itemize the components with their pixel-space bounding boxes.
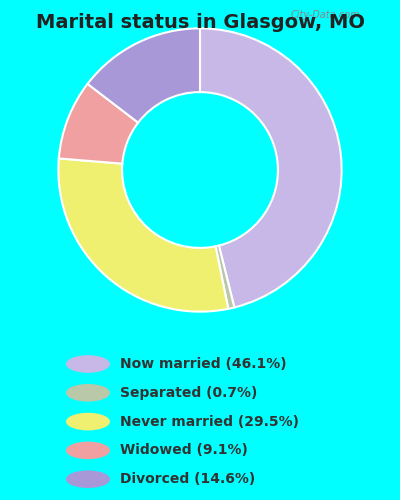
Text: Never married (29.5%): Never married (29.5%) [120, 414, 299, 428]
Circle shape [66, 355, 110, 373]
Text: Widowed (9.1%): Widowed (9.1%) [120, 444, 248, 458]
Circle shape [66, 470, 110, 488]
Wedge shape [58, 158, 228, 312]
Wedge shape [216, 246, 234, 309]
Text: Marital status in Glasgow, MO: Marital status in Glasgow, MO [36, 12, 364, 32]
Text: Separated (0.7%): Separated (0.7%) [120, 386, 257, 400]
Wedge shape [200, 28, 342, 307]
Circle shape [66, 442, 110, 459]
Circle shape [66, 413, 110, 430]
Wedge shape [59, 84, 138, 164]
Text: Now married (46.1%): Now married (46.1%) [120, 357, 287, 371]
Circle shape [66, 384, 110, 402]
Wedge shape [88, 28, 200, 122]
Text: Divorced (14.6%): Divorced (14.6%) [120, 472, 255, 486]
Text: City-Data.com: City-Data.com [290, 10, 360, 20]
